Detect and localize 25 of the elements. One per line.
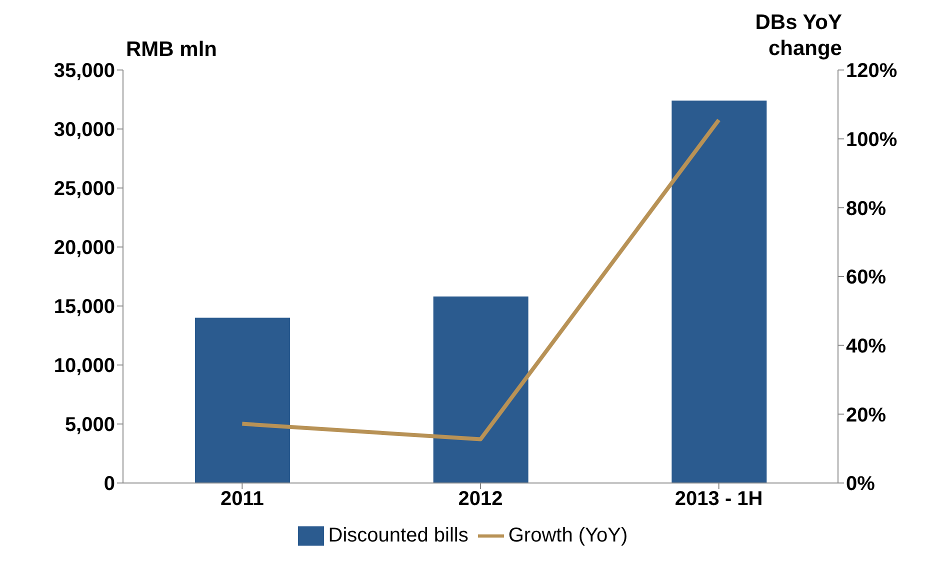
y-tick-label: 25,000 bbox=[54, 178, 115, 200]
legend-label: Growth (YoY) bbox=[508, 524, 628, 546]
y-tick-label: 0 bbox=[104, 473, 115, 496]
y2-tick-label: 60% bbox=[846, 266, 886, 289]
y2-tick-label: 20% bbox=[846, 404, 886, 426]
y2-tick-label: 100% bbox=[846, 128, 898, 151]
bar bbox=[195, 318, 290, 483]
y-tick-label: 15,000 bbox=[54, 296, 115, 318]
y2-tick-label: 120% bbox=[846, 60, 898, 82]
y-tick-label: 30,000 bbox=[54, 119, 115, 142]
bar bbox=[433, 296, 528, 483]
y-axis-title: RMB mln bbox=[126, 38, 217, 62]
y-tick-label: 20,000 bbox=[54, 237, 115, 260]
x-tick-label: 2012 bbox=[458, 488, 503, 510]
x-tick-label: 2013 - 1H bbox=[674, 488, 763, 510]
legend-label: Discounted bills bbox=[328, 524, 468, 546]
y2-tick-label: 80% bbox=[846, 198, 886, 220]
y-tick-label: 35,000 bbox=[54, 60, 115, 82]
bar bbox=[672, 100, 767, 483]
y-tick-label: 10,000 bbox=[54, 355, 115, 378]
y2-axis-title: DBs YoY change bbox=[754, 10, 842, 62]
y-tick-label: 5,000 bbox=[64, 414, 115, 436]
x-tick-label: 2011 bbox=[220, 488, 264, 510]
y2-tick-label: 40% bbox=[846, 335, 886, 358]
y2-tick-label: 0% bbox=[846, 473, 876, 496]
